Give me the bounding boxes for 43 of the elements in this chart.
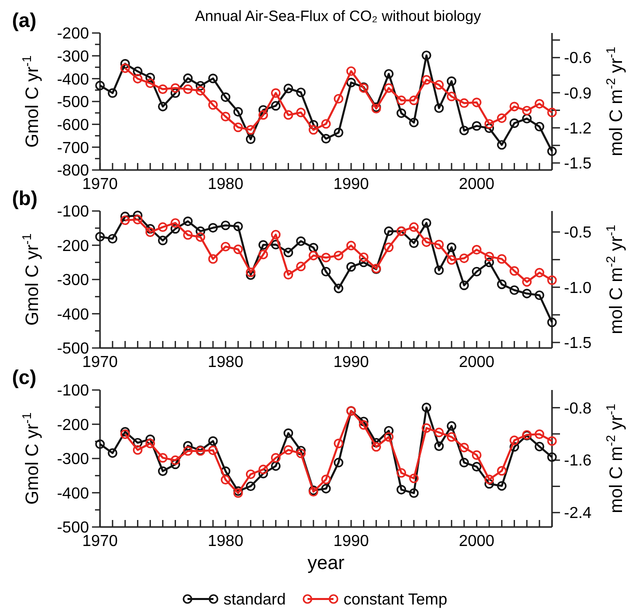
y-tick-label: -300 [56, 451, 90, 468]
y-tick-label: -400 [56, 306, 90, 324]
y-tick-label: -300 [56, 48, 90, 66]
y2-tick-label: -0.9 [564, 85, 592, 102]
y-tick-label: -700 [56, 140, 90, 157]
x-tick-label: 1970 [82, 533, 118, 550]
legend-label: standard [224, 592, 286, 609]
y2-tick-label: -2.4 [564, 505, 592, 522]
y2-tick-label: -1.5 [564, 335, 592, 352]
x-tick-label: 1970 [82, 354, 118, 371]
y-tick-label: -300 [56, 272, 90, 290]
x-tick-label: 2000 [458, 176, 495, 193]
x-tick-label: 1990 [333, 354, 370, 371]
y-tick-label: -200 [56, 26, 90, 43]
y-tick-label: -400 [56, 485, 90, 502]
text: (b) [12, 188, 38, 210]
y2-tick-label: -1.5 [564, 156, 592, 173]
y-tick-label: -600 [56, 116, 90, 134]
x-tick-label: 1990 [333, 533, 370, 550]
y2-tick-label: -0.8 [564, 400, 592, 418]
x-tick-label: 1980 [208, 176, 244, 193]
legend-label: constant Temp [344, 592, 448, 609]
y-tick-label: -100 [56, 382, 90, 400]
chart-title: Annual Air-Sea-Flux of CO₂ without biology [195, 8, 482, 25]
y-tick-label: -200 [56, 416, 90, 434]
x-tick-label: 2000 [458, 354, 495, 371]
text: (a) [12, 10, 36, 32]
y-tick-label: -400 [56, 71, 90, 88]
text: (c) [12, 367, 36, 389]
y-tick-label: -500 [56, 94, 90, 112]
y2-tick-label: -1.2 [564, 120, 592, 138]
y2-tick-label: -0.5 [564, 224, 592, 242]
x-tick-label: 1980 [208, 533, 244, 550]
y-tick-label: -100 [56, 204, 90, 221]
x-tick-label: 1980 [208, 354, 244, 371]
x-tick-label: 1990 [333, 176, 370, 193]
x-tick-label: 1970 [82, 176, 118, 193]
y2-tick-label: -1.0 [564, 280, 592, 297]
y2-tick-label: -1.6 [564, 452, 592, 470]
x-tick-label: 2000 [458, 533, 495, 550]
x-axis-title: year [308, 553, 346, 574]
y2-tick-label: -0.6 [564, 50, 592, 68]
y-tick-label: -200 [56, 238, 90, 255]
